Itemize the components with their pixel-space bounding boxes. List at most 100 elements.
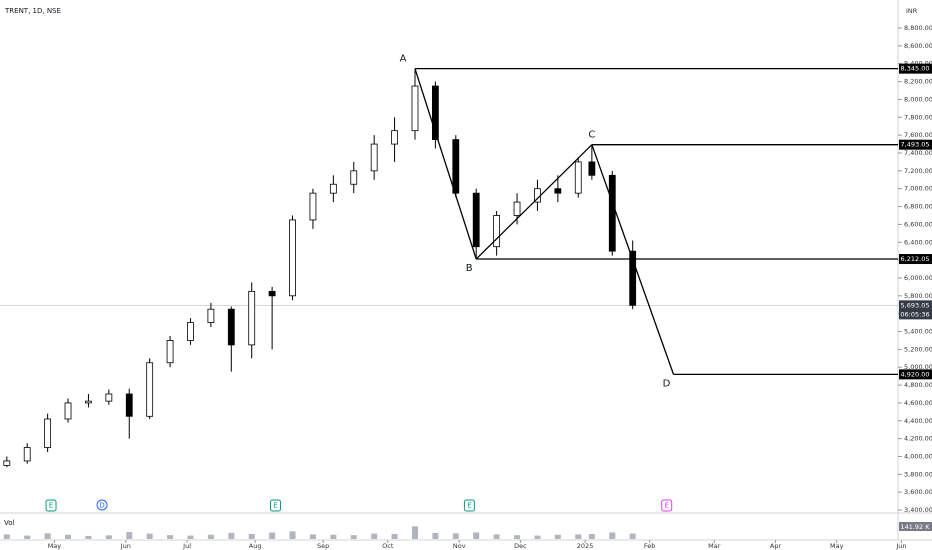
volume-bar: [432, 532, 439, 539]
y-tick-label: 6,600.00: [904, 220, 932, 228]
y-tick-label: 4,000.00: [904, 452, 932, 460]
volume-bar: [629, 533, 636, 539]
pattern-point-label: A: [400, 54, 407, 65]
volume-bar: [534, 535, 541, 539]
event-marker: [96, 499, 108, 511]
y-tick-label: 7,200.00: [904, 167, 932, 175]
candle-body: [64, 402, 72, 420]
x-tick-label: Jun: [120, 542, 131, 550]
x-tick-label: Jun: [895, 542, 906, 550]
y-tick-label: 4,600.00: [904, 399, 932, 407]
price-label-box: [899, 139, 932, 150]
volume-bar: [371, 533, 378, 539]
event-marker: [463, 499, 475, 512]
y-tick-label: 5,000.00: [904, 363, 932, 371]
y-tick-label: 7,800.00: [904, 113, 932, 121]
y-tick-label: 3,600.00: [904, 488, 932, 496]
symbol-title: TRENT, 1D, NSE: [4, 7, 61, 15]
event-label: D: [99, 502, 104, 510]
volume-bar: [493, 534, 500, 539]
price-label-box: [899, 254, 932, 265]
candle-body: [248, 290, 256, 346]
candle-body: [370, 143, 378, 172]
countdown: 06:05:36: [900, 310, 929, 318]
candle-body: [588, 161, 596, 176]
x-tick-label: Oct: [382, 542, 394, 550]
candle-body: [268, 290, 276, 297]
candle-body: [207, 308, 215, 323]
volume-bar: [65, 534, 72, 539]
y-tick-label: 5,400.00: [904, 328, 932, 336]
candle-body: [431, 85, 439, 141]
candle-body: [125, 393, 133, 417]
x-tick-label: 2025: [577, 542, 594, 550]
x-tick-label: May: [48, 542, 62, 550]
x-tick-label: Sep: [317, 542, 329, 550]
pattern-point-label: B: [466, 263, 473, 274]
candle-body: [350, 170, 358, 185]
volume-bar: [330, 534, 337, 539]
y-tick-label: 8,200.00: [904, 78, 932, 86]
volume-bar: [248, 534, 255, 539]
candle-body: [411, 85, 419, 132]
y-tick-label: 6,000.00: [904, 274, 932, 282]
price-label: 6,212.05: [901, 255, 930, 263]
price-label: 7,493.05: [901, 141, 930, 149]
candle-body: [23, 447, 31, 462]
candle-body: [629, 250, 637, 306]
volume-bar: [309, 534, 316, 539]
y-tick-label: 4,400.00: [904, 417, 932, 425]
volume-bar: [473, 532, 480, 539]
y-tick-label: 6,400.00: [904, 238, 932, 246]
candle-body: [146, 362, 154, 417]
candle-body: [227, 308, 235, 346]
event-label: E: [49, 502, 53, 510]
y-tick-label: 8,800.00: [904, 24, 932, 32]
y-tick-label: 4,200.00: [904, 435, 932, 443]
candle-body: [554, 188, 562, 194]
volume-bar: [575, 534, 582, 539]
event-label: E: [467, 502, 471, 510]
candle-body: [309, 192, 317, 221]
volume-bar: [269, 532, 276, 539]
y-tick-label: 7,600.00: [904, 131, 932, 139]
x-tick-label: Aug: [249, 542, 262, 550]
candle-body: [85, 400, 92, 404]
volume-bar: [3, 534, 10, 539]
candle-body: [105, 393, 113, 402]
candle-body: [472, 192, 480, 248]
y-tick-label: 5,200.00: [904, 345, 932, 353]
candle-body: [608, 174, 616, 252]
price-label-box: [899, 63, 932, 74]
volume-label-box: [899, 522, 932, 531]
x-tick-label: Mar: [708, 542, 721, 550]
candle-body: [493, 215, 501, 248]
volume-bar: [452, 533, 459, 539]
candle-body: [3, 460, 11, 466]
volume-bar: [228, 532, 235, 539]
candle-body: [289, 219, 296, 297]
volume-bar: [24, 535, 31, 539]
x-tick-label: Feb: [644, 542, 656, 550]
volume-bar: [167, 535, 174, 539]
volume-bar: [105, 535, 112, 539]
volume-bar: [391, 534, 398, 539]
price-label: 8,345.00: [901, 65, 930, 73]
candle-body: [452, 139, 460, 194]
volume-bar: [588, 534, 595, 539]
candle-body: [44, 418, 52, 448]
event-label: E: [273, 502, 277, 510]
volume-bar: [289, 531, 296, 539]
candle-body: [513, 201, 521, 216]
event-marker: [661, 499, 673, 512]
volume-bar: [146, 533, 153, 539]
volume-bar: [609, 532, 616, 539]
volume-bar: [207, 534, 214, 539]
last-price-box: [899, 300, 932, 320]
volume-bar: [350, 535, 357, 539]
x-tick-label: Dec: [514, 542, 527, 550]
pattern-leg: [414, 68, 477, 260]
volume-bar: [554, 534, 561, 539]
